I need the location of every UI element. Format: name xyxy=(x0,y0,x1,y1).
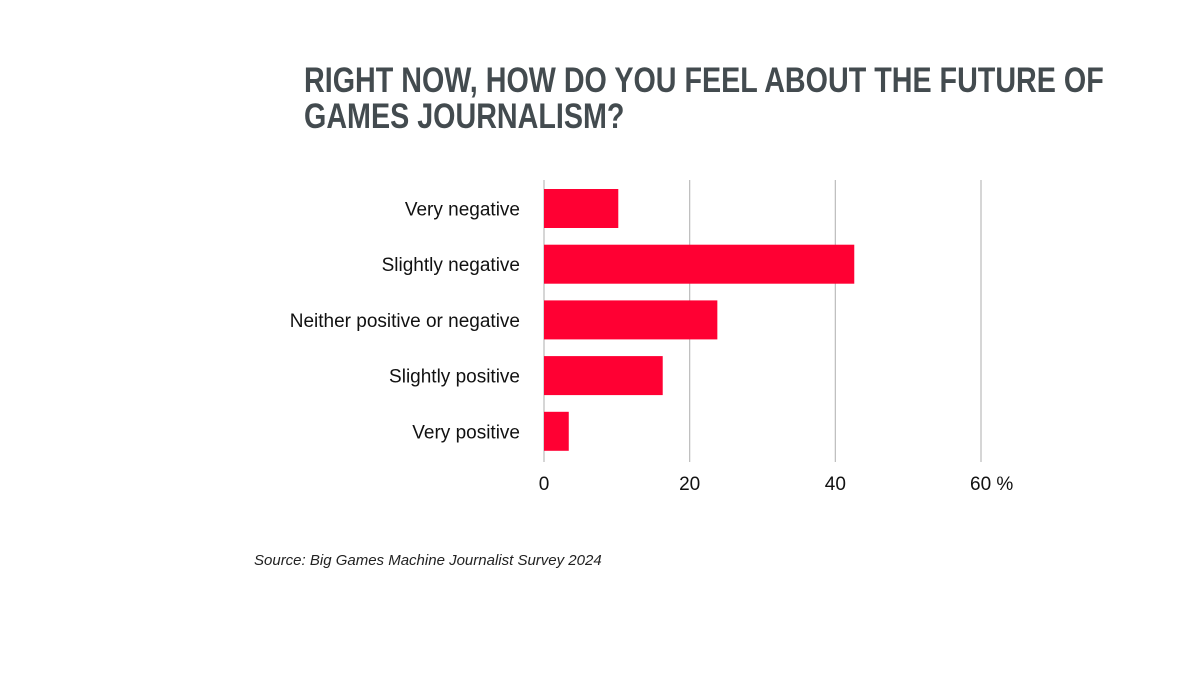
source-note: Source: Big Games Machine Journalist Sur… xyxy=(254,552,602,569)
bar xyxy=(544,356,663,396)
x-tick-label: 40 xyxy=(825,474,846,495)
bar xyxy=(544,411,569,451)
x-tick-label: 0 xyxy=(539,474,550,495)
category-label: Neither positive or negative xyxy=(290,311,520,332)
bar xyxy=(544,189,619,228)
x-tick-label: 60 % xyxy=(970,474,1013,495)
category-label: Slightly positive xyxy=(389,367,520,388)
chart-title-line-1: RIGHT NOW, HOW DO YOU FEEL ABOUT THE FUT… xyxy=(304,60,1104,99)
bar xyxy=(544,244,855,284)
category-label: Very negative xyxy=(405,200,520,221)
bar xyxy=(544,300,718,340)
x-tick-label: 20 xyxy=(679,474,700,495)
category-label: Slightly negative xyxy=(382,255,520,276)
chart-title-line-2: GAMES JOURNALISM? xyxy=(304,96,624,135)
category-label: Very positive xyxy=(412,422,520,443)
